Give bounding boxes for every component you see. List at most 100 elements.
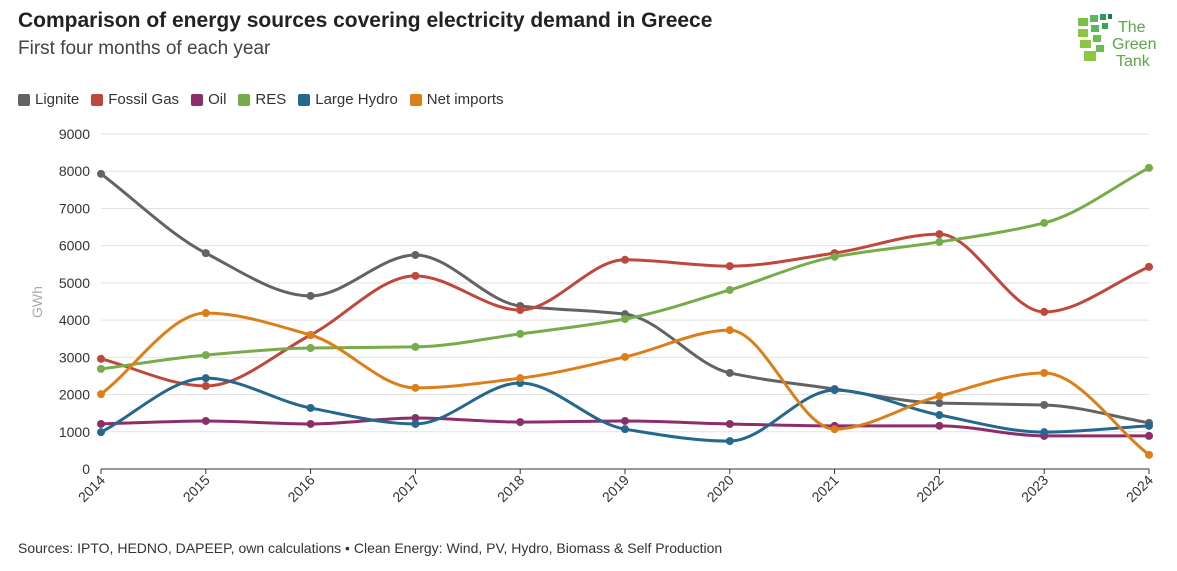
svg-text:Green: Green <box>1112 36 1156 53</box>
data-point <box>97 169 105 178</box>
the-green-tank-logo: The Green Tank <box>1078 14 1156 70</box>
data-point <box>306 291 315 300</box>
data-point <box>97 364 105 373</box>
legend-item: Lignite <box>18 91 79 108</box>
data-point <box>1145 431 1153 440</box>
data-point <box>201 381 210 390</box>
legend-swatch <box>91 93 104 106</box>
legend-label: RES <box>255 91 287 108</box>
data-point <box>725 326 734 335</box>
data-point <box>935 421 944 430</box>
data-point <box>201 374 210 383</box>
data-point <box>1040 368 1049 377</box>
data-point <box>201 351 210 360</box>
data-point <box>725 368 734 377</box>
data-point <box>1145 421 1153 430</box>
data-point <box>411 271 420 280</box>
data-point <box>1145 450 1153 459</box>
legend-item: Net imports <box>409 91 504 108</box>
x-tick-label: 2015 <box>180 472 213 505</box>
data-point <box>306 403 315 412</box>
svg-text:The: The <box>1118 19 1146 36</box>
y-axis-label: GWh <box>29 286 45 318</box>
chart-title: Comparison of energy sources covering el… <box>18 9 713 32</box>
data-point <box>621 314 629 323</box>
data-point <box>516 329 525 338</box>
source-note: Sources: IPTO, HEDNO, DAPEEP, own calcul… <box>18 540 723 556</box>
y-tick-label: 5000 <box>59 275 90 291</box>
series-line-net-imports <box>100 311 1150 457</box>
data-point <box>725 285 734 294</box>
legend-label: Net imports <box>426 91 504 108</box>
x-tick-label: 2021 <box>808 472 841 505</box>
data-point <box>516 374 525 383</box>
data-point <box>725 419 734 428</box>
series-line-lignite <box>100 172 1150 425</box>
legend-item: Large Hydro <box>298 91 398 108</box>
x-tick-label: 2018 <box>494 472 527 505</box>
x-tick-label: 2024 <box>1123 472 1156 505</box>
x-tick-label: 2016 <box>284 472 317 505</box>
y-tick-label: 9000 <box>59 126 90 142</box>
data-point <box>1040 428 1049 437</box>
data-point <box>621 416 629 425</box>
data-point <box>516 418 525 427</box>
data-point <box>1145 262 1153 271</box>
data-point <box>830 386 839 395</box>
data-point <box>935 399 944 408</box>
data-point <box>306 344 315 353</box>
legend-swatch <box>18 93 30 106</box>
legend-item: RES <box>238 91 286 108</box>
legend-swatch <box>191 93 204 106</box>
x-tick-label: 2020 <box>704 472 737 505</box>
x-tick-label: 2023 <box>1018 472 1051 505</box>
data-point <box>201 309 210 318</box>
data-point <box>935 411 944 420</box>
data-point <box>1040 218 1049 227</box>
y-tick-label: 2000 <box>59 387 90 403</box>
data-point <box>1040 307 1049 316</box>
data-point <box>97 419 105 428</box>
data-point <box>201 416 210 425</box>
legend-label: Large Hydro <box>315 91 398 108</box>
data-point <box>621 352 629 361</box>
legend-label: Fossil Gas <box>108 91 180 108</box>
y-tick-label: 3000 <box>59 349 90 365</box>
x-tick-label: 2022 <box>913 472 946 505</box>
data-point <box>725 437 734 446</box>
y-tick-label: 6000 <box>59 238 90 254</box>
x-tick-label: 2014 <box>75 472 108 505</box>
data-point <box>306 419 315 428</box>
data-point <box>935 230 944 239</box>
data-point <box>411 414 420 423</box>
legend-swatch <box>298 93 311 106</box>
data-point <box>411 250 420 259</box>
data-point <box>97 428 105 437</box>
data-point <box>411 342 420 351</box>
legend-item: Oil <box>191 91 226 108</box>
data-point <box>830 252 839 261</box>
data-point <box>830 425 839 434</box>
data-point <box>411 419 420 428</box>
data-point <box>411 383 420 392</box>
legend-label: Lignite <box>35 91 80 108</box>
y-tick-label: 1000 <box>59 424 90 440</box>
legend: Lignite Fossil Gas Oil RES Large Hydro Net im… <box>18 91 503 108</box>
data-point <box>97 354 105 363</box>
data-point <box>725 262 734 271</box>
data-point <box>621 425 629 434</box>
data-point <box>97 390 105 399</box>
data-point <box>621 255 629 264</box>
data-point <box>935 392 944 401</box>
chart-subtitle: First four months of each year <box>18 38 271 59</box>
y-tick-label: 7000 <box>59 200 90 216</box>
x-tick-label: 2019 <box>599 472 632 505</box>
legend-swatch <box>409 93 422 106</box>
series-line-res <box>100 166 1150 371</box>
svg-text:Tank: Tank <box>1116 53 1151 70</box>
y-tick-label: 0 <box>82 461 90 477</box>
data-point <box>516 306 525 315</box>
data-point <box>306 331 315 339</box>
